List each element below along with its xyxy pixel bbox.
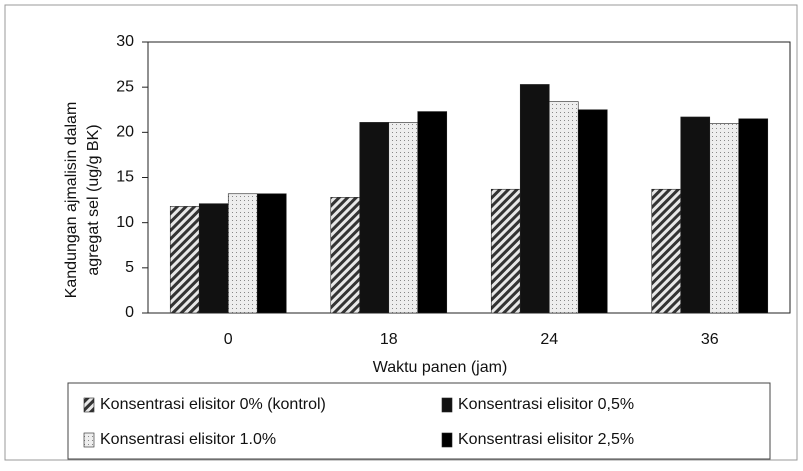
legend-swatch xyxy=(441,432,453,448)
y-tick-label: 15 xyxy=(116,169,134,186)
bar xyxy=(417,111,448,314)
x-tick-label: 18 xyxy=(380,331,398,348)
x-tick-label: 24 xyxy=(540,331,558,348)
bar xyxy=(709,123,740,314)
legend-label: Konsentrasi elisitor 2,5% xyxy=(458,431,634,448)
y-tick-label: 5 xyxy=(125,259,134,276)
frame xyxy=(4,4,798,461)
bar xyxy=(519,84,550,314)
bar xyxy=(490,188,521,314)
y-tick-label: 0 xyxy=(125,304,134,321)
x-axis-label: Waktu panen (jam) xyxy=(373,359,508,376)
y-tick-label: 20 xyxy=(116,124,134,141)
bar xyxy=(227,193,258,314)
y-tick-label: 10 xyxy=(116,214,134,231)
y-axis-label: agregat sel (ug/g BK) xyxy=(85,124,102,275)
bar xyxy=(359,122,390,314)
legend-swatch xyxy=(83,397,95,413)
bar xyxy=(388,122,419,314)
bar xyxy=(198,203,229,314)
bar xyxy=(256,193,287,314)
y-tick-label: 25 xyxy=(116,78,134,95)
legend-swatch xyxy=(83,432,95,448)
legend-label: Konsentrasi elisitor 0% (kontrol) xyxy=(100,396,326,413)
legend xyxy=(67,382,771,460)
bar xyxy=(577,109,608,314)
y-tick-label: 30 xyxy=(116,33,134,50)
bar xyxy=(738,118,769,314)
bar xyxy=(548,101,579,314)
bar xyxy=(680,116,711,314)
legend-label: Konsentrasi elisitor 0,5% xyxy=(458,396,634,413)
y-axis-label: Kandungan ajmalisin dalam xyxy=(63,102,80,299)
bar xyxy=(169,206,200,314)
x-tick-label: 36 xyxy=(701,331,719,348)
legend-swatch xyxy=(441,397,453,413)
legend-label: Konsentrasi elisitor 1.0% xyxy=(100,431,276,448)
x-tick-label: 0 xyxy=(224,331,233,348)
bar xyxy=(651,188,682,314)
bar xyxy=(330,197,361,314)
